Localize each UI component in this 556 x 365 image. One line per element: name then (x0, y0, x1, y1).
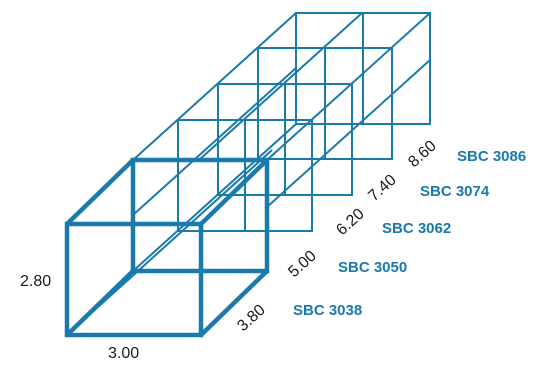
model-labels: SBC 3038 SBC 3050 SBC 3062 SBC 3074 SBC … (293, 148, 526, 319)
wireframe-bold (64, 157, 270, 338)
thin-edge (266, 12, 431, 161)
bold-edge (65, 269, 135, 337)
model-label-3086: SBC 3086 (457, 148, 526, 165)
bold-edge (199, 158, 269, 226)
height-label: 2.80 (20, 273, 51, 290)
bold-edge (199, 269, 269, 337)
thin-edge (132, 123, 297, 272)
length-label-500: 5.00 (285, 247, 320, 281)
length-label-740: 7.40 (365, 171, 400, 205)
wireframe-thin (66, 12, 431, 336)
bold-edge (65, 158, 135, 226)
model-label-3038: SBC 3038 (293, 302, 362, 319)
thin-edge (198, 12, 363, 161)
length-label-860: 8.60 (405, 137, 440, 171)
thin-edge (132, 67, 297, 216)
model-label-3074: SBC 3074 (420, 183, 490, 200)
front-face (64, 221, 204, 338)
length-label-380: 3.80 (234, 301, 269, 335)
width-label: 3.00 (108, 345, 139, 362)
thin-edge (132, 12, 297, 161)
length-label-620: 6.20 (333, 205, 368, 239)
model-label-3062: SBC 3062 (382, 220, 451, 237)
model-label-3050: SBC 3050 (338, 259, 407, 276)
thin-edge (266, 59, 431, 208)
